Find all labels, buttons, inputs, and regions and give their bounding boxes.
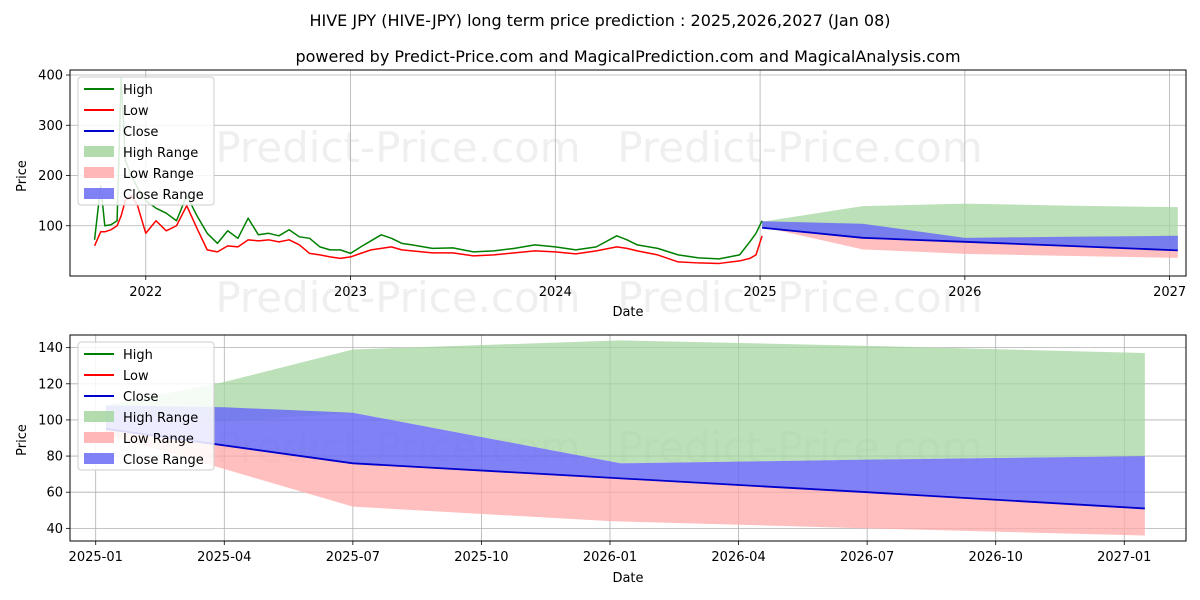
legend-label-close: Close xyxy=(123,125,158,140)
bottom-panel-x-ticks: 2025-01 2025-04 2025-07 2025-10 2026-01 2026-… xyxy=(69,541,1151,565)
legend-label-close: Close xyxy=(123,390,158,405)
chart-title: HIVE JPY (HIVE-JPY) long term price pred… xyxy=(309,11,890,30)
bottom-x-axis-label: Date xyxy=(612,571,643,586)
x-tick-label: 2025-07 xyxy=(326,550,380,565)
y-tick-label: 80 xyxy=(46,450,63,465)
legend-label-close-range: Close Range xyxy=(123,188,204,203)
x-tick-label: 2025-04 xyxy=(197,550,251,565)
x-tick-label: 2022 xyxy=(129,285,162,300)
bottom-panel-legend: High Low Close High Range Low Range Close Ran… xyxy=(77,341,215,471)
legend-swatch-close-range xyxy=(84,188,114,199)
low-range-area xyxy=(106,427,1145,536)
y-tick-label: 100 xyxy=(38,219,63,234)
legend-label-high: High xyxy=(123,348,153,363)
bottom-y-axis-label: Price xyxy=(15,424,30,456)
legend-label-low: Low xyxy=(123,104,149,119)
x-tick-label: 2026-10 xyxy=(969,550,1023,565)
x-tick-label: 2025-10 xyxy=(454,550,508,565)
x-tick-label: 2027 xyxy=(1153,285,1186,300)
legend-label-low: Low xyxy=(123,369,149,384)
legend-label-low-range: Low Range xyxy=(123,432,194,447)
legend-swatch-high-range xyxy=(84,146,114,157)
top-panel-frame xyxy=(69,69,1187,277)
legend-swatch-close-range xyxy=(84,453,114,464)
y-tick-label: 40 xyxy=(46,522,63,537)
legend-label-high-range: High Range xyxy=(123,146,198,161)
high-range-area xyxy=(106,340,1145,464)
close-line xyxy=(105,428,1145,510)
x-tick-label: 2026-04 xyxy=(711,550,765,565)
y-tick-label: 400 xyxy=(38,69,63,84)
y-tick-label: 60 xyxy=(46,486,63,501)
x-tick-label: 2026-01 xyxy=(583,550,637,565)
top-panel-y-ticks: 100 200 300 400 xyxy=(38,69,70,234)
bottom-panel: Predict-Price.com Predict-Price.com 2025… xyxy=(15,334,1187,586)
legend-swatch-low-range xyxy=(84,432,114,443)
x-tick-label: 2023 xyxy=(334,285,367,300)
top-panel-x-ticks: 2022 2023 2024 2025 2026 2027 xyxy=(129,276,1186,300)
legend-label-close-range: Close Range xyxy=(123,453,204,468)
y-tick-label: 300 xyxy=(38,119,63,134)
top-y-axis-label: Price xyxy=(15,160,30,192)
y-tick-label: 100 xyxy=(38,413,63,428)
close-range-area xyxy=(106,405,1145,509)
legend-label-high-range: High Range xyxy=(123,411,198,426)
bottom-panel-y-ticks: 40 60 80 100 120 140 xyxy=(38,341,70,537)
watermark-2: Predict-Price.com xyxy=(617,123,982,172)
bottom-panel-range-areas xyxy=(106,340,1145,536)
chart-subtitle: powered by Predict-Price.com and Magical… xyxy=(295,47,960,66)
legend-swatch-low-range xyxy=(84,167,114,178)
low-line xyxy=(93,194,763,265)
y-tick-label: 200 xyxy=(38,169,63,184)
top-panel-watermarks: Predict-Price.com Predict-Price.com Pred… xyxy=(215,123,982,322)
bottom-panel-frame xyxy=(69,334,1187,542)
x-tick-label: 2027-01 xyxy=(1097,550,1151,565)
legend-label-high: High xyxy=(123,83,153,98)
y-tick-label: 140 xyxy=(38,341,63,356)
watermark-1: Predict-Price.com xyxy=(215,123,580,172)
x-tick-label: 2024 xyxy=(539,285,572,300)
legend-label-low-range: Low Range xyxy=(123,167,194,182)
x-tick-label: 2026 xyxy=(948,285,981,300)
top-x-axis-label: Date xyxy=(612,305,643,320)
top-panel: Predict-Price.com Predict-Price.com Pred… xyxy=(15,69,1187,322)
watermark-3: Predict-Price.com xyxy=(215,273,580,322)
x-tick-label: 2025-01 xyxy=(69,550,123,565)
top-panel-range-areas xyxy=(762,203,1178,258)
watermark-4: Predict-Price.com xyxy=(617,273,982,322)
y-tick-label: 120 xyxy=(38,377,63,392)
legend-swatch-high-range xyxy=(84,411,114,422)
close-range-area xyxy=(762,221,1178,251)
bottom-panel-series-lines xyxy=(105,428,1145,510)
x-tick-label: 2025 xyxy=(744,285,777,300)
top-panel-legend: High Low Close High Range Low Range Close Ran… xyxy=(77,76,215,206)
close-line xyxy=(762,226,1178,252)
x-tick-label: 2026-07 xyxy=(840,550,894,565)
